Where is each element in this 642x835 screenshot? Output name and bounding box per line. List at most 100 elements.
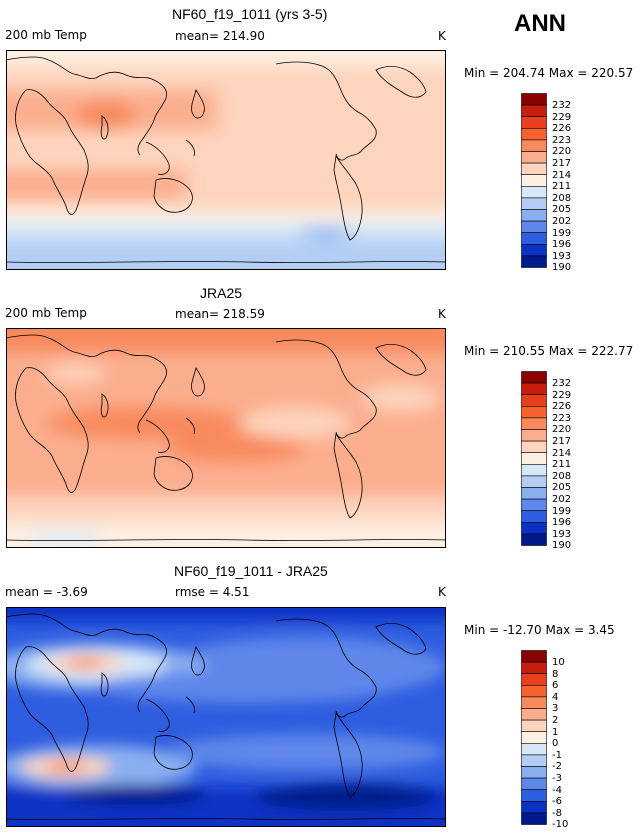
panel1-colorbar-band (521, 116, 547, 129)
panel2-colorbar-band (521, 522, 547, 535)
panel3-colorbar-label: 3 (552, 703, 559, 715)
panel3-colorbar-label: -4 (552, 784, 562, 796)
panel1-colorbar-band (521, 232, 547, 245)
panel3-colorbar-label: 0 (552, 738, 559, 750)
panel1-colorbar-label: 190 (552, 262, 572, 274)
panel1-colorbar-label: 229 (552, 111, 572, 123)
panel3-map (6, 607, 446, 827)
panel1-colorbar-label: 211 (552, 181, 572, 193)
panel1-colorbar-band (521, 244, 547, 257)
panel1-colorbar-label: 202 (552, 216, 572, 227)
panel1-colorbar-band (521, 209, 547, 222)
panel3-colorbar-label: -1 (552, 749, 562, 761)
panel3-colorbar-band (521, 766, 547, 779)
panel1-colorbar-label: 223 (552, 134, 572, 146)
panel3-colorbar-label: -2 (552, 761, 562, 773)
panel3-colorbar-band (521, 801, 547, 814)
panel1-colorbar-band (521, 104, 547, 118)
panel2-colorbar-label: 190 (552, 540, 572, 552)
panel3-colorbar-label: 1 (552, 726, 559, 738)
panel3-colorbar-band (521, 812, 547, 825)
panel1-colorbar-bands (521, 93, 547, 268)
panel3-colorbar-label: 2 (552, 715, 559, 726)
panel1-colorbar-band (521, 139, 547, 152)
panel3-colorbar-label: 8 (552, 668, 559, 680)
panel1-map (6, 50, 446, 270)
panel2-map (6, 328, 446, 548)
panel2-colorbar-band (521, 371, 547, 384)
panel2-colorbar-label: 214 (552, 447, 572, 459)
panel2-units: K (438, 307, 446, 321)
panel2-colorbar-label: 199 (552, 505, 572, 517)
panel2-colorbar-label: 205 (552, 482, 572, 494)
panel3-coastlines (6, 613, 446, 820)
panel2-colorbar-label: 202 (552, 494, 572, 505)
panel3-colorbar-label: -10 (552, 819, 569, 831)
panel3-colorbar-band (521, 754, 547, 767)
panel3-colorbar-label: -8 (552, 807, 562, 819)
panel3-colorbar-label: -3 (552, 773, 562, 784)
panel3-colorbar-band (521, 650, 547, 663)
panel2-colorbar-label: 217 (552, 436, 572, 447)
panel3-colorbar-label: 10 (552, 657, 565, 668)
panel1-colorbar-band (521, 255, 547, 268)
panel3-colorbar-label: 4 (552, 691, 559, 703)
panel2-title: JRA25 (200, 285, 243, 301)
panel1-variable-label: 200 mb Temp (5, 28, 87, 42)
panel1-min-max: Min = 204.74 Max = 220.57 (464, 66, 634, 80)
panel3-field (6, 607, 446, 827)
panel2-colorbar-label: 208 (552, 470, 572, 482)
panel2-colorbar-band (521, 533, 547, 546)
panel1-colorbar-label: 208 (552, 192, 572, 204)
panel1-field (6, 50, 446, 270)
panel2-colorbar-band (521, 382, 547, 396)
panel1-colorbar-label: 220 (552, 146, 572, 158)
panel2-variable-label: 200 mb Temp (5, 306, 87, 320)
panel2-colorbar-band (521, 510, 547, 523)
panel2-colorbar (521, 371, 547, 546)
panel2-colorbar-band (521, 405, 547, 419)
panel3-colorbar-band (521, 673, 547, 686)
panel2-map-frame (6, 328, 446, 548)
panel2-colorbar-band (521, 464, 547, 477)
panel3-colorbar-band (521, 708, 547, 721)
panel3-colorbar-band (521, 743, 547, 756)
panel3-colorbar-band (521, 696, 547, 709)
panel2-colorbar-label: 232 (552, 378, 572, 389)
panel2-colorbar-label: 220 (552, 424, 572, 436)
panel2-colorbar-label: 226 (552, 401, 572, 413)
panel3-title: NF60_f19_1011 - JRA25 (174, 563, 328, 579)
panel1-colorbar-label: 232 (552, 100, 572, 111)
panel2-mean-label: mean= 218.59 (175, 307, 265, 321)
panel3-colorbar-bands (521, 650, 547, 825)
panel1-colorbar-label: 217 (552, 158, 572, 169)
panel2-field (6, 328, 446, 548)
panel1-title: NF60_f19_1011 (yrs 3-5) (172, 6, 328, 22)
panel3-colorbar-band (521, 789, 547, 802)
panel2-colorbar-label: 193 (552, 528, 572, 540)
panel2-coastlines (6, 334, 446, 541)
panel3-rmse-label: rmse = 4.51 (175, 585, 250, 599)
panel1-colorbar-label: 199 (552, 227, 572, 239)
panel1-colorbar-band (521, 127, 547, 141)
panel2-colorbar-label: 196 (552, 517, 572, 529)
panel3-map-frame (6, 607, 446, 827)
panel3-colorbar-band (521, 731, 547, 744)
panel1-colorbar (521, 93, 547, 268)
panel1-colorbar-label: 226 (552, 123, 572, 135)
panel3-colorbar-band (521, 661, 547, 675)
panel1-colorbar-label: 205 (552, 204, 572, 216)
panel3-units: K (438, 585, 446, 599)
panel1-colorbar-label: 193 (552, 250, 572, 262)
panel1-units: K (438, 29, 446, 43)
panel2-colorbar-band (521, 498, 547, 512)
panel1-colorbar-band (521, 93, 547, 106)
panel1-colorbar-band (521, 162, 547, 175)
panel1-colorbar-label: 196 (552, 239, 572, 251)
panel2-colorbar-band (521, 440, 547, 453)
panel3-colorbar-label: -6 (552, 796, 562, 808)
panel3-min-max: Min = -12.70 Max = 3.45 (464, 623, 615, 637)
panel3-colorbar-label: 6 (552, 680, 559, 692)
panel1-colorbar-band (521, 151, 547, 164)
panel2-colorbar-band (521, 475, 547, 488)
